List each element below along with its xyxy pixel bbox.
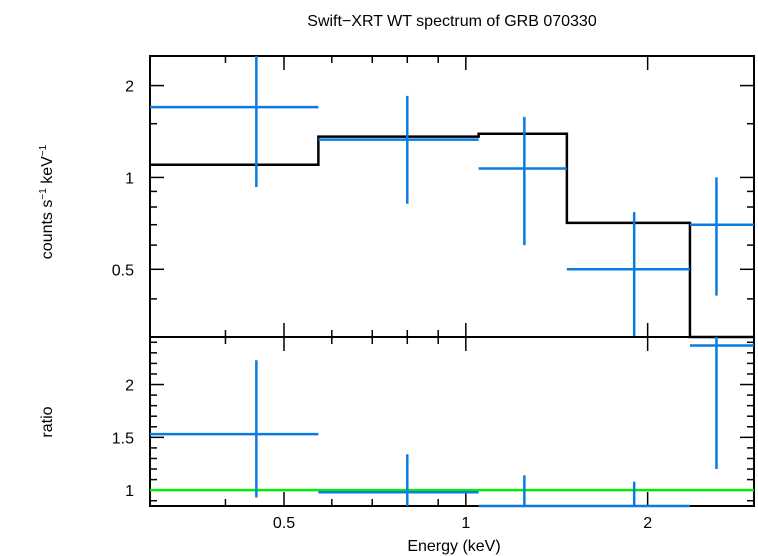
spectrum-frame <box>149 55 755 338</box>
ratio-frame <box>149 336 755 507</box>
model-step-line <box>150 132 754 339</box>
spectrum-panel: 0.5 1 2 <box>112 55 755 339</box>
x-axis-label: Energy (keV) <box>407 538 500 555</box>
spectrum-ytick-label: 2 <box>125 79 134 96</box>
spectrum-ytick-label: 0.5 <box>112 262 134 279</box>
ratio-ytick-label: 1 <box>125 483 134 500</box>
x-tick-label: 2 <box>643 515 652 532</box>
ratio-panel: 11.52 <box>112 336 755 508</box>
x-tick-label: 1 <box>461 515 470 532</box>
x-tick-label: 0.5 <box>273 515 295 532</box>
ratio-ytick-label: 2 <box>125 378 134 395</box>
top-ylabel: counts s−1 keV−1 <box>38 144 56 259</box>
chart-title: Swift−XRT WT spectrum of GRB 070330 <box>307 13 597 30</box>
spectrum-ytick-label: 1 <box>125 170 134 187</box>
ratio-ytick-label: 1.5 <box>112 430 134 447</box>
bottom-ylabel: ratio <box>39 406 56 437</box>
